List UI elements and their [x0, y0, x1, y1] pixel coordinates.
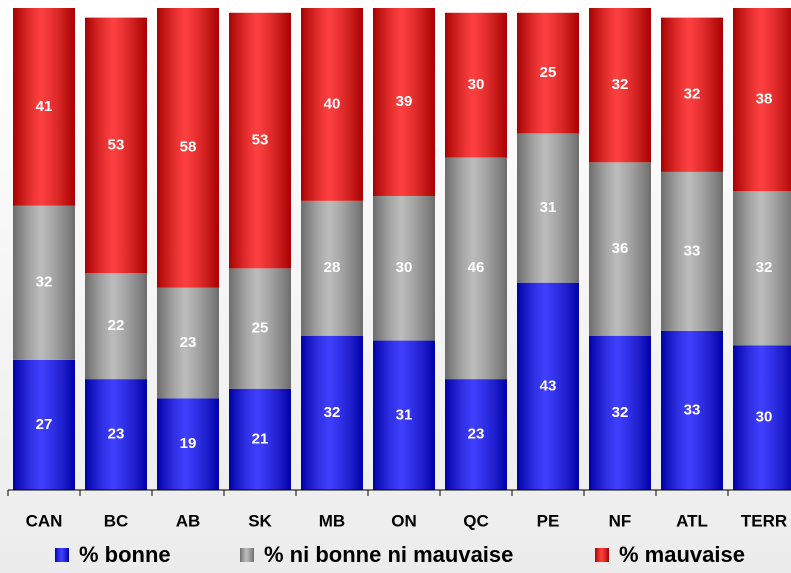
- bar-shade: [13, 359, 75, 490]
- data-label: 30: [468, 76, 485, 93]
- data-label: 23: [108, 426, 125, 443]
- bar-shade: [157, 287, 219, 399]
- data-label: 33: [684, 401, 701, 418]
- data-label: 53: [108, 136, 125, 153]
- bar-shade: [13, 205, 75, 360]
- data-label: 32: [612, 404, 629, 421]
- x-tick-label: MB: [319, 511, 345, 530]
- bar-shade: [229, 268, 291, 389]
- bar-shade: [301, 200, 363, 336]
- data-label: 27: [36, 416, 53, 433]
- data-label: 32: [684, 86, 701, 103]
- x-tick-label: AB: [176, 511, 201, 530]
- legend-label: % bonne: [79, 542, 171, 567]
- data-label: 46: [468, 259, 485, 276]
- bar-shade: [445, 379, 507, 490]
- data-label: 25: [252, 319, 269, 336]
- x-tick-label: NF: [609, 511, 632, 530]
- bar-shade: [733, 345, 791, 490]
- bar-shade: [733, 8, 791, 192]
- bar-shade: [661, 171, 723, 331]
- data-label: 53: [252, 132, 269, 149]
- x-tick-label: PE: [537, 511, 560, 530]
- bar-shade: [229, 388, 291, 490]
- legend-shade: [55, 548, 69, 562]
- bar-shade: [301, 8, 363, 201]
- data-label: 19: [180, 435, 197, 452]
- bar-shade: [517, 282, 579, 490]
- data-label: 30: [756, 409, 773, 426]
- legend-label: % ni bonne ni mauvaise: [264, 542, 513, 567]
- data-label: 41: [36, 98, 53, 115]
- bar-shade: [445, 157, 507, 380]
- bar-shade: [445, 12, 507, 158]
- data-label: 36: [612, 240, 629, 257]
- data-label: 33: [684, 242, 701, 259]
- x-tick-label: SK: [248, 511, 272, 530]
- legend-shade: [595, 548, 609, 562]
- data-label: 25: [540, 64, 557, 81]
- bar-shade: [301, 335, 363, 490]
- bar-shade: [661, 17, 723, 172]
- x-tick-label: CAN: [26, 511, 63, 530]
- legend-shade: [240, 548, 254, 562]
- bar-shade: [157, 398, 219, 490]
- bar-shade: [373, 195, 435, 341]
- data-label: 31: [396, 406, 413, 423]
- data-label: 31: [540, 199, 557, 216]
- bar-shade: [373, 340, 435, 490]
- bar-shade: [157, 8, 219, 288]
- bar-shade: [517, 12, 579, 134]
- bar-shade: [85, 17, 147, 274]
- data-label: 21: [252, 430, 269, 447]
- data-label: 58: [180, 139, 197, 156]
- bar-shade: [589, 8, 651, 163]
- data-label: 30: [396, 259, 413, 276]
- data-label: 38: [756, 91, 773, 108]
- data-label: 39: [396, 93, 413, 110]
- bar-shade: [661, 330, 723, 490]
- legend-label: % mauvaise: [619, 542, 745, 567]
- bar-shade: [13, 8, 75, 206]
- data-label: 32: [612, 76, 629, 93]
- data-label: 23: [468, 426, 485, 443]
- x-tick-label: BC: [104, 511, 129, 530]
- data-label: 32: [324, 404, 341, 421]
- x-tick-label: QC: [463, 511, 489, 530]
- data-label: 22: [108, 317, 125, 334]
- bar-shade: [229, 12, 291, 269]
- bar-shade: [733, 191, 791, 346]
- bar-shade: [85, 379, 147, 490]
- bar-shade: [517, 133, 579, 283]
- data-label: 23: [180, 334, 197, 351]
- bar-shade: [373, 8, 435, 196]
- x-tick-label: ON: [391, 511, 417, 530]
- data-label: 32: [756, 259, 773, 276]
- data-label: 40: [324, 95, 341, 112]
- bar-shade: [589, 335, 651, 490]
- bar-shade: [589, 162, 651, 336]
- x-tick-label: TERR: [741, 511, 787, 530]
- x-tick-label: ATL: [676, 511, 708, 530]
- data-label: 28: [324, 259, 341, 276]
- data-label: 43: [540, 377, 557, 394]
- data-label: 32: [36, 274, 53, 291]
- bar-shade: [85, 273, 147, 380]
